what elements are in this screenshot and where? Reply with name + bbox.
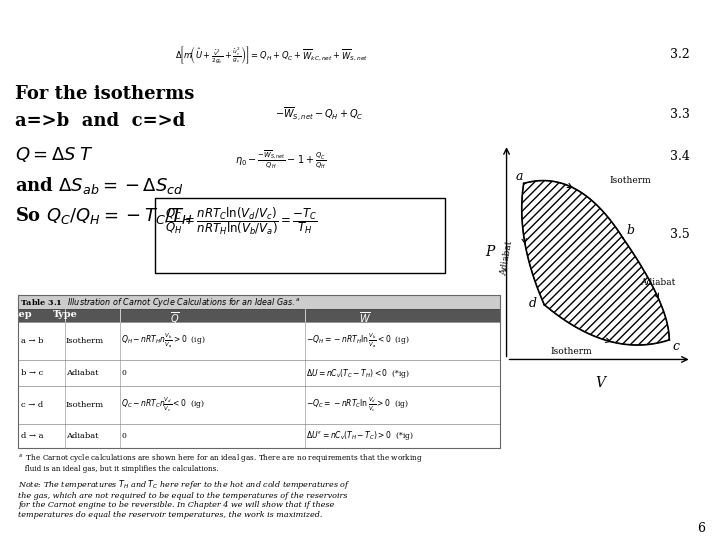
Text: $Q_H - nRT_H n\frac{V_b}{V_a} > 0$  (ig): $Q_H - nRT_H n\frac{V_b}{V_a} > 0$ (ig) (121, 332, 205, 350)
Text: 0: 0 (121, 369, 126, 377)
Bar (18, 360, 500, 386)
Text: c → d: c → d (21, 401, 43, 409)
Text: Isotherm: Isotherm (609, 177, 651, 185)
Text: a → b: a → b (21, 337, 43, 345)
Text: $-\overline{W}_{S,net} - Q_H + Q_C$: $-\overline{W}_{S,net} - Q_H + Q_C$ (275, 105, 364, 123)
Text: 3.2: 3.2 (670, 48, 690, 61)
Text: d → a: d → a (21, 432, 43, 440)
Text: a: a (515, 170, 523, 183)
Text: 3.4: 3.4 (670, 150, 690, 163)
Text: and $\Delta S_{ab} = -\Delta S_{cd}$: and $\Delta S_{ab} = -\Delta S_{cd}$ (15, 175, 184, 196)
Text: $-Q_C = -nRT_C\ln\frac{V_d}{V_c} > 0$  (ig): $-Q_C = -nRT_C\ln\frac{V_d}{V_c} > 0$ (i… (306, 396, 409, 414)
Text: $\Delta\!\left[m\!\left(\hat{U}+\frac{\hat{v}^2}{2g_c}+\frac{\hat{u}_c^2}{g_c}\r: $\Delta\!\left[m\!\left(\hat{U}+\frac{\h… (175, 45, 368, 66)
Text: Step: Step (8, 310, 32, 319)
Text: Adiabat: Adiabat (66, 369, 99, 377)
Text: b → c: b → c (21, 369, 43, 377)
Text: $\overline{Q}$: $\overline{Q}$ (170, 310, 180, 326)
Text: 0: 0 (121, 432, 126, 440)
Text: d: d (528, 296, 537, 309)
Bar (18, 386, 500, 424)
Text: $\Delta U = nC_v(T_C - T_H) < 0$  (*ig): $\Delta U = nC_v(T_C - T_H) < 0$ (*ig) (306, 367, 410, 380)
Text: Isotherm: Isotherm (551, 347, 593, 356)
Text: Adiabat: Adiabat (640, 278, 675, 287)
Text: $\Delta U'' = nC_v(T_H - T_C) > 0$  (*ig): $\Delta U'' = nC_v(T_H - T_C) > 0$ (*ig) (306, 429, 414, 442)
Text: For the isotherms: For the isotherms (15, 85, 194, 103)
Text: So $Q_C/Q_H = -T_C/T_H$: So $Q_C/Q_H = -T_C/T_H$ (15, 205, 193, 226)
Bar (18, 424, 500, 448)
Text: 6: 6 (697, 522, 705, 535)
Text: Isotherm: Isotherm (66, 401, 104, 409)
Text: $\dfrac{Q_C}{Q_H} = \dfrac{nRT_C\ln(V_d/V_c)}{nRT_H\ln(V_b/V_a)} = \dfrac{-T_C}{: $\dfrac{Q_C}{Q_H} = \dfrac{nRT_C\ln(V_d/… (165, 205, 318, 237)
Text: $^a$  The Carnot cycle calculations are shown here for an ideal gas. There are n: $^a$ The Carnot cycle calculations are s… (18, 452, 423, 473)
Text: b: b (626, 224, 634, 237)
Bar (155, 198, 445, 273)
Text: Table 3.1  $\it{Illustration\ of\ Carnot\ Cycle\ Calculations\ for\ an\ Ideal\ G: Table 3.1 $\it{Illustration\ of\ Carnot\… (20, 296, 301, 309)
Text: a=>b  and  c=>d: a=>b and c=>d (15, 112, 185, 130)
Bar (18, 295, 500, 309)
Text: $-Q_H = -nRT_H\ln\frac{V_b}{V_a} < 0$  (ig): $-Q_H = -nRT_H\ln\frac{V_b}{V_a} < 0$ (i… (306, 332, 410, 350)
Text: $\eta_0 - \frac{-\overline{W}_{S,net}}{Q_H} - 1 + \frac{Q_C}{Q_H}$: $\eta_0 - \frac{-\overline{W}_{S,net}}{Q… (235, 148, 326, 171)
Bar (18, 322, 500, 360)
Polygon shape (522, 180, 670, 345)
Text: $Q_C - nRT_C n\frac{V_d}{V_c} < 0$  (ig): $Q_C - nRT_C n\frac{V_d}{V_c} < 0$ (ig) (121, 396, 205, 414)
Text: V: V (595, 376, 606, 390)
Text: $\overline{W}$: $\overline{W}$ (359, 310, 371, 325)
Text: 3.5: 3.5 (670, 228, 690, 241)
Bar (18, 295, 500, 448)
Text: $Q = \Delta S\;T$: $Q = \Delta S\;T$ (15, 145, 94, 164)
Text: Adiabat: Adiabat (499, 240, 514, 276)
Bar (18, 309, 500, 322)
Text: c: c (672, 340, 680, 353)
Text: Isotherm: Isotherm (66, 337, 104, 345)
Text: Adiabat: Adiabat (66, 432, 99, 440)
Text: Note: The temperatures $T_H$ and $T_C$ here refer to the hot and cold temperatur: Note: The temperatures $T_H$ and $T_C$ h… (18, 478, 351, 518)
Text: 3.3: 3.3 (670, 108, 690, 121)
Text: Type: Type (53, 310, 78, 319)
Text: P: P (485, 245, 494, 259)
